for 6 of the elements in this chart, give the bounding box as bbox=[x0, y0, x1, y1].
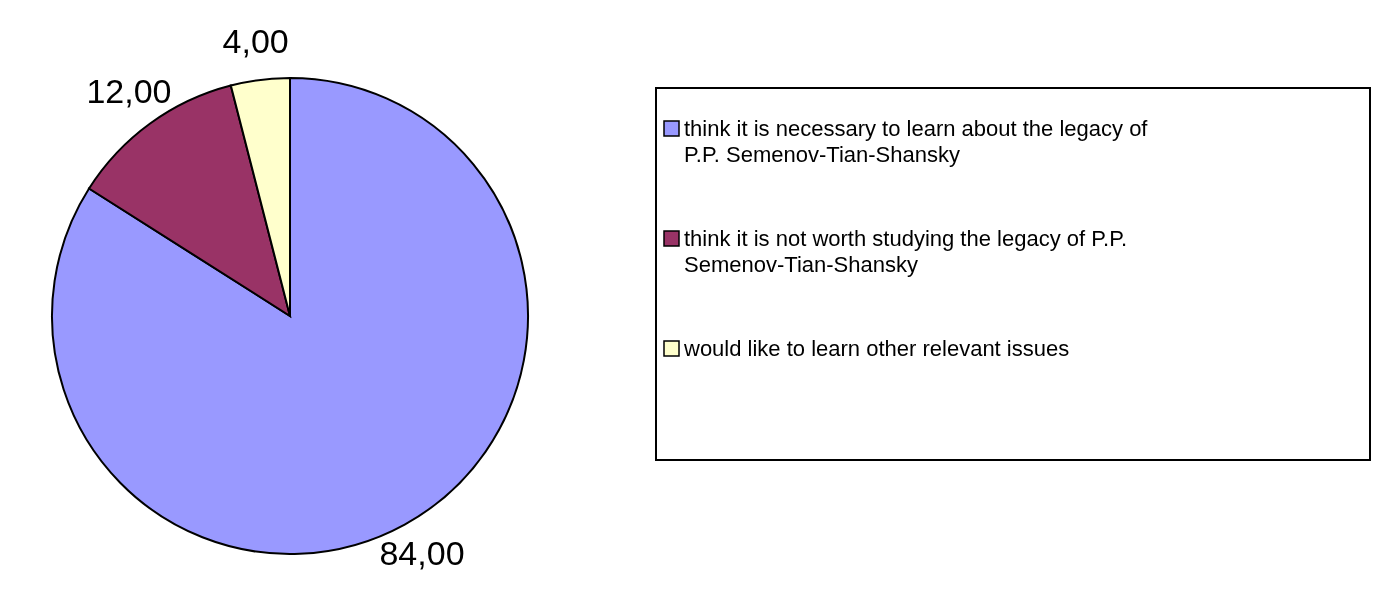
data-label: 12,00 bbox=[86, 72, 172, 111]
data-label: 4,00 bbox=[222, 22, 289, 61]
legend-label: think it is not worth studying the legacy of P.P. Semenov-Tian-Shansky bbox=[684, 225, 1128, 277]
legend-label: think it is necessary to learn about the legacy of P.P. Semenov-Tian-Shansky bbox=[684, 115, 1149, 167]
legend-label: would like to learn other relevant issues bbox=[683, 335, 1070, 361]
data-label: 84,00 bbox=[379, 534, 465, 573]
